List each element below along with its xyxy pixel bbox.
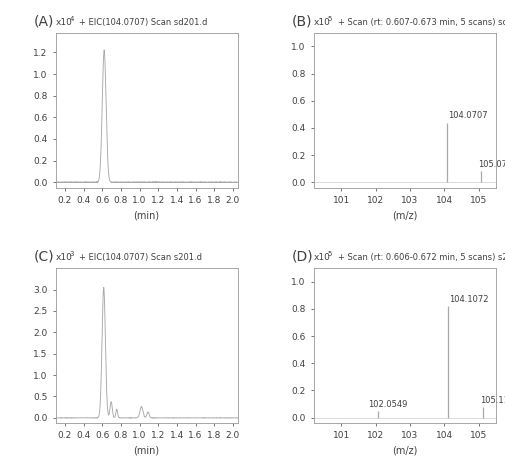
X-axis label: (m/z): (m/z) xyxy=(391,211,417,220)
Text: 5: 5 xyxy=(327,251,331,258)
Text: 104.1072: 104.1072 xyxy=(448,295,488,304)
Text: + EIC(104.0707) Scan sd201.d: + EIC(104.0707) Scan sd201.d xyxy=(79,18,207,27)
Text: (B): (B) xyxy=(291,14,312,28)
Text: 5: 5 xyxy=(327,16,331,22)
Text: (D): (D) xyxy=(291,250,313,264)
Text: x10: x10 xyxy=(56,253,72,262)
X-axis label: (m/z): (m/z) xyxy=(391,446,417,456)
Text: x10: x10 xyxy=(56,18,72,27)
Text: (A): (A) xyxy=(34,14,54,28)
Text: 3: 3 xyxy=(69,251,74,258)
Text: 4: 4 xyxy=(69,16,74,22)
Text: + Scan (rt: 0.606-0.672 min, 5 scans) s201.d  Subtract: + Scan (rt: 0.606-0.672 min, 5 scans) s2… xyxy=(337,253,505,262)
Text: 105.1105: 105.1105 xyxy=(480,396,505,405)
Text: 102.0549: 102.0549 xyxy=(367,400,407,409)
Text: + EIC(104.0707) Scan s201.d: + EIC(104.0707) Scan s201.d xyxy=(79,253,202,262)
Text: x10: x10 xyxy=(313,253,330,262)
Text: x10: x10 xyxy=(313,18,330,27)
Text: 105.0737: 105.0737 xyxy=(478,160,505,169)
Text: (C): (C) xyxy=(34,250,55,264)
Text: + Scan (rt: 0.607-0.673 min, 5 scans) sd201.d  Subtract: + Scan (rt: 0.607-0.673 min, 5 scans) sd… xyxy=(337,18,505,27)
X-axis label: (min): (min) xyxy=(133,446,160,456)
X-axis label: (min): (min) xyxy=(133,211,160,220)
Text: 104.0707: 104.0707 xyxy=(447,111,486,120)
